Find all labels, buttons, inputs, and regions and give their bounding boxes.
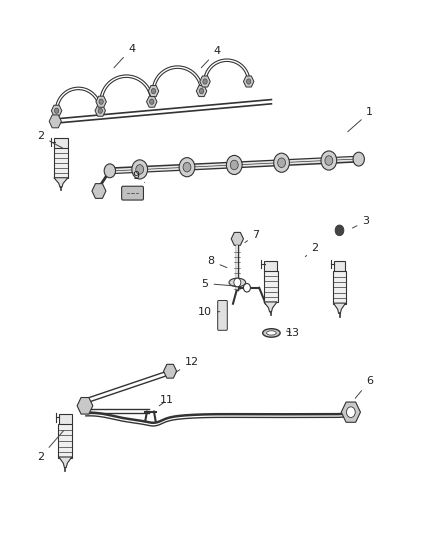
Text: 12: 12	[176, 357, 199, 373]
Polygon shape	[244, 76, 254, 87]
Circle shape	[353, 152, 364, 166]
Circle shape	[179, 158, 195, 177]
FancyBboxPatch shape	[54, 139, 67, 149]
Circle shape	[151, 88, 155, 94]
Polygon shape	[231, 232, 244, 245]
Circle shape	[274, 153, 290, 172]
Circle shape	[234, 278, 241, 287]
Polygon shape	[200, 76, 210, 87]
Ellipse shape	[267, 331, 276, 335]
Polygon shape	[54, 177, 68, 187]
Circle shape	[226, 156, 242, 174]
Circle shape	[325, 156, 333, 165]
Polygon shape	[148, 85, 159, 96]
Polygon shape	[264, 302, 277, 312]
Text: 11: 11	[159, 395, 173, 406]
Text: 3: 3	[353, 216, 369, 228]
Text: 2: 2	[37, 131, 63, 148]
Circle shape	[346, 407, 355, 417]
Circle shape	[136, 165, 144, 174]
Polygon shape	[163, 365, 177, 378]
Ellipse shape	[263, 329, 280, 337]
Circle shape	[278, 158, 286, 167]
Text: 4: 4	[114, 44, 135, 68]
Text: 1: 1	[348, 107, 373, 132]
Polygon shape	[49, 115, 61, 128]
Circle shape	[335, 225, 344, 236]
Polygon shape	[92, 184, 106, 198]
FancyBboxPatch shape	[333, 271, 346, 304]
Polygon shape	[59, 457, 72, 467]
Text: 10: 10	[198, 306, 220, 317]
Text: 7: 7	[245, 230, 260, 243]
Circle shape	[321, 151, 337, 170]
Text: 5: 5	[201, 279, 235, 288]
Polygon shape	[77, 398, 93, 414]
Polygon shape	[51, 105, 62, 116]
Ellipse shape	[229, 278, 246, 287]
Circle shape	[54, 108, 59, 114]
Text: 8: 8	[208, 256, 227, 268]
Circle shape	[244, 284, 251, 292]
Circle shape	[203, 79, 207, 84]
Polygon shape	[333, 303, 346, 313]
Polygon shape	[147, 96, 157, 107]
Circle shape	[132, 160, 148, 179]
Text: 9: 9	[132, 171, 145, 182]
Circle shape	[99, 99, 103, 104]
FancyBboxPatch shape	[122, 186, 144, 200]
Text: 13: 13	[286, 328, 300, 338]
Polygon shape	[95, 105, 106, 116]
FancyBboxPatch shape	[264, 271, 278, 302]
Text: 2: 2	[37, 431, 64, 462]
Circle shape	[230, 160, 238, 169]
FancyBboxPatch shape	[58, 424, 72, 457]
FancyBboxPatch shape	[264, 261, 277, 272]
Text: 2: 2	[305, 243, 318, 257]
Circle shape	[150, 99, 154, 104]
Circle shape	[199, 88, 204, 94]
Circle shape	[104, 164, 116, 177]
Polygon shape	[96, 96, 106, 107]
Circle shape	[98, 108, 102, 114]
Text: 4: 4	[201, 46, 220, 68]
Circle shape	[183, 163, 191, 172]
Text: 6: 6	[355, 376, 373, 398]
Polygon shape	[196, 85, 207, 96]
FancyBboxPatch shape	[59, 414, 72, 425]
Circle shape	[247, 79, 251, 84]
FancyBboxPatch shape	[218, 301, 227, 330]
Polygon shape	[341, 402, 360, 422]
FancyBboxPatch shape	[334, 261, 346, 272]
FancyBboxPatch shape	[53, 148, 68, 178]
